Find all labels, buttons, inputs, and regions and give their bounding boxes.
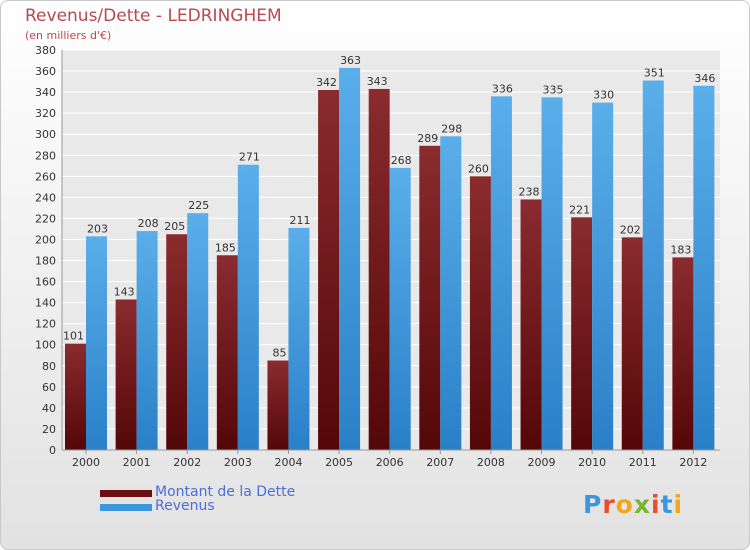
data-label-revenus: 211: [289, 214, 310, 227]
bar-revenus: [440, 136, 462, 450]
y-tick-label: 0: [49, 444, 56, 457]
x-tick-label: 2005: [325, 456, 353, 469]
data-label-revenus: 346: [694, 72, 715, 85]
y-tick-label: 360: [35, 65, 56, 78]
chart-title: Revenus/Dette - LEDRINGHEM: [25, 6, 282, 26]
x-tick-label: 2000: [72, 456, 100, 469]
x-tick-label: 2001: [123, 456, 151, 469]
data-label-debt: 342: [316, 76, 337, 89]
data-label-debt: 238: [519, 185, 540, 198]
bar-debt: [216, 255, 238, 450]
data-label-debt: 101: [63, 330, 84, 343]
y-tick-label: 240: [35, 191, 56, 204]
data-label-revenus: 330: [593, 89, 614, 102]
x-tick-label: 2004: [274, 456, 302, 469]
bar-debt: [267, 360, 289, 450]
y-tick-label: 100: [35, 339, 56, 352]
x-tick-label: 2006: [376, 456, 404, 469]
bar-revenus: [389, 167, 411, 451]
x-tick-label: 2009: [528, 456, 556, 469]
bar-debt: [318, 90, 340, 450]
bar-revenus: [693, 85, 715, 450]
y-tick-label: 380: [35, 44, 56, 57]
y-tick-label: 80: [42, 360, 56, 373]
data-label-debt: 343: [367, 75, 388, 88]
bar-debt: [166, 234, 188, 450]
bar-revenus: [642, 80, 664, 451]
data-label-debt: 202: [620, 223, 641, 236]
bar-revenus: [288, 227, 310, 450]
x-tick-label: 2010: [578, 456, 606, 469]
data-label-debt: 183: [670, 243, 691, 256]
bar-revenus: [86, 236, 107, 450]
bar-revenus: [541, 97, 563, 451]
legend-swatch-debt: [100, 490, 152, 497]
x-tick-label: 2008: [477, 456, 505, 469]
data-label-revenus: 268: [391, 154, 412, 167]
data-label-revenus: 335: [543, 83, 564, 96]
bar-revenus: [490, 96, 512, 450]
y-tick-label: 120: [35, 318, 56, 331]
bar-debt: [571, 217, 593, 450]
data-label-revenus: 336: [492, 82, 513, 95]
legend-label-revenus: Revenus: [155, 498, 215, 514]
data-label-revenus: 225: [188, 199, 209, 212]
data-label-revenus: 298: [441, 122, 462, 135]
bar-debt: [115, 299, 137, 450]
data-label-debt: 260: [468, 162, 489, 175]
x-tick-label: 2003: [224, 456, 252, 469]
x-tick-label: 2011: [629, 456, 657, 469]
y-tick-label: 280: [35, 149, 56, 162]
y-tick-label: 340: [35, 86, 56, 99]
bar-revenus: [187, 213, 209, 450]
y-tick-label: 160: [35, 276, 56, 289]
bar-debt: [672, 257, 694, 450]
bar-revenus: [339, 67, 361, 450]
y-tick-label: 320: [35, 107, 56, 120]
y-tick-label: 200: [35, 233, 56, 246]
y-tick-label: 20: [42, 423, 56, 436]
bar-debt: [419, 145, 441, 450]
data-label-debt: 143: [114, 285, 135, 298]
x-tick-label: 2002: [173, 456, 201, 469]
data-label-revenus: 271: [239, 151, 260, 164]
x-tick-label: 2007: [426, 456, 454, 469]
y-tick-label: 60: [42, 381, 56, 394]
data-label-revenus: 203: [87, 222, 108, 235]
legend-label-debt: Montant de la Dette: [155, 484, 296, 500]
y-tick-label: 140: [35, 297, 56, 310]
y-tick-label: 40: [42, 402, 56, 415]
data-label-debt: 289: [417, 132, 438, 145]
bar-revenus: [592, 102, 614, 450]
y-tick-label: 220: [35, 212, 56, 225]
data-label-debt: 185: [215, 241, 236, 254]
y-tick-label: 300: [35, 128, 56, 141]
bar-debt: [469, 176, 491, 450]
bar-debt: [368, 88, 390, 451]
x-tick-label: 2012: [679, 456, 707, 469]
data-label-debt: 205: [164, 220, 185, 233]
data-label-revenus: 363: [340, 54, 361, 67]
bar-debt: [621, 237, 643, 450]
legend-swatch-revenus: [100, 504, 152, 511]
y-tick-label: 260: [35, 170, 56, 183]
y-tick-label: 180: [35, 255, 56, 268]
bar-revenus: [136, 231, 158, 450]
chart-subtitle: (en milliers d'€): [25, 29, 112, 42]
data-label-debt: 221: [569, 203, 590, 216]
bar-debt: [520, 199, 542, 450]
bar-debt: [65, 343, 86, 450]
data-label-revenus: 208: [138, 217, 159, 230]
data-label-revenus: 351: [644, 67, 665, 80]
bar-revenus: [237, 164, 259, 450]
brand-logo: Proxiti: [583, 490, 684, 519]
data-label-debt: 85: [272, 347, 286, 360]
